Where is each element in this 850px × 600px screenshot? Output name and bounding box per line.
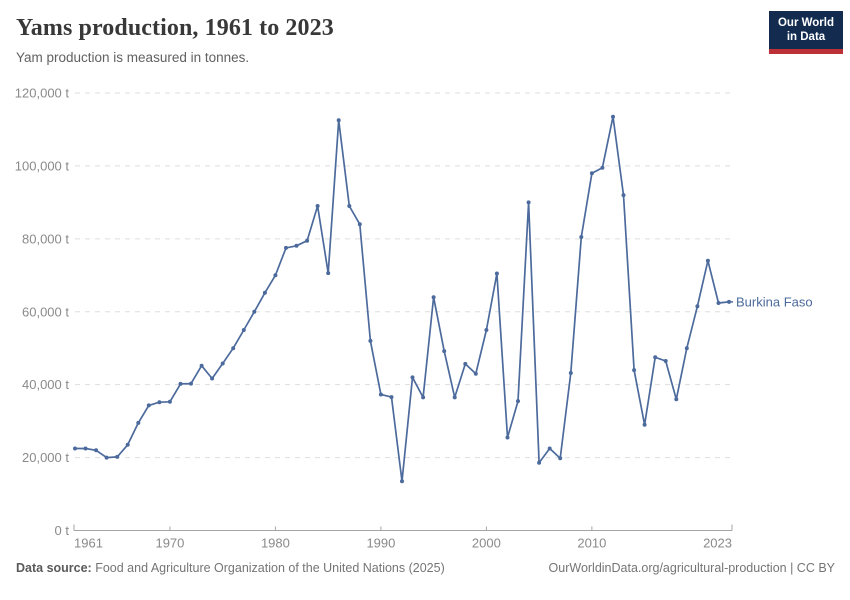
data-point bbox=[653, 355, 658, 360]
data-point bbox=[315, 204, 320, 208]
data-point bbox=[220, 361, 225, 366]
data-point bbox=[442, 349, 447, 354]
data-point bbox=[526, 200, 531, 205]
data-point bbox=[568, 371, 573, 375]
data-point bbox=[505, 435, 510, 440]
data-point bbox=[421, 395, 426, 400]
data-point bbox=[94, 448, 99, 453]
data-point bbox=[579, 235, 584, 239]
data-point bbox=[484, 328, 489, 332]
production-line bbox=[74, 115, 730, 483]
data-point bbox=[589, 171, 594, 176]
x-axis-tick-label: 2023 bbox=[703, 536, 732, 551]
data-point bbox=[146, 403, 151, 408]
data-point bbox=[336, 118, 341, 123]
data-point bbox=[611, 114, 615, 119]
data-point bbox=[157, 400, 162, 405]
data-point bbox=[400, 479, 404, 484]
data-point bbox=[273, 273, 278, 278]
data-point bbox=[178, 381, 183, 386]
data-source-label: Data source: bbox=[16, 561, 92, 575]
x-axis-tick-label: 1980 bbox=[261, 536, 290, 551]
data-point bbox=[115, 454, 120, 459]
y-axis-tick-label: 0 t bbox=[55, 523, 70, 538]
data-point bbox=[231, 346, 236, 351]
data-point bbox=[621, 193, 626, 198]
x-axis-tick-label: 2010 bbox=[577, 536, 606, 551]
data-point bbox=[716, 301, 721, 305]
x-axis-tick-label: 1990 bbox=[366, 536, 395, 551]
data-point bbox=[537, 460, 542, 465]
data-point bbox=[294, 243, 299, 248]
data-point bbox=[83, 446, 88, 451]
data-point bbox=[558, 456, 563, 461]
data-point bbox=[284, 245, 288, 250]
data-point bbox=[705, 258, 710, 263]
data-point bbox=[473, 371, 478, 376]
data-source-text: Food and Agriculture Organization of the… bbox=[95, 561, 445, 575]
data-point bbox=[431, 295, 436, 300]
chart-header: Yams production, 1961 to 2023 Yam produc… bbox=[16, 13, 756, 65]
data-point bbox=[663, 359, 668, 363]
series-label-burkina-faso[interactable]: Burkina Faso bbox=[736, 294, 813, 309]
page-title: Yams production, 1961 to 2023 bbox=[16, 15, 334, 41]
data-point bbox=[452, 395, 457, 400]
data-point bbox=[199, 363, 204, 368]
data-point bbox=[73, 446, 77, 451]
data-point bbox=[463, 361, 468, 366]
data-point bbox=[695, 304, 700, 309]
data-point bbox=[368, 338, 373, 343]
data-point bbox=[389, 395, 394, 400]
logo-line2: in Data bbox=[786, 30, 826, 43]
data-point bbox=[104, 455, 109, 460]
data-point bbox=[378, 392, 383, 397]
data-source: Data source: Food and Agriculture Organi… bbox=[16, 561, 445, 575]
y-axis-tick-label: 80,000 t bbox=[22, 231, 69, 246]
data-point bbox=[252, 309, 257, 314]
x-axis-tick-label: 2000 bbox=[472, 536, 501, 551]
data-point bbox=[210, 376, 215, 381]
owid-logo[interactable]: Our World in Data bbox=[769, 11, 843, 54]
data-point bbox=[642, 422, 647, 427]
data-point bbox=[674, 397, 679, 402]
data-point bbox=[684, 346, 689, 351]
x-axis-tick-label: 1961 bbox=[74, 536, 103, 551]
data-point bbox=[241, 328, 246, 332]
data-point bbox=[347, 204, 352, 208]
data-point bbox=[547, 446, 552, 451]
x-axis-tick-label: 1970 bbox=[155, 536, 184, 551]
data-point bbox=[494, 271, 499, 276]
data-point bbox=[136, 420, 141, 425]
credit-link[interactable]: OurWorldinData.org/agricultural-producti… bbox=[548, 561, 835, 575]
y-axis-tick-label: 60,000 t bbox=[22, 304, 69, 319]
data-point bbox=[167, 399, 172, 404]
data-point bbox=[516, 399, 520, 404]
y-axis-tick-label: 40,000 t bbox=[22, 377, 69, 392]
data-point bbox=[262, 290, 267, 295]
data-point bbox=[632, 368, 637, 373]
data-point bbox=[357, 222, 362, 227]
logo-line1: Our World bbox=[777, 17, 834, 29]
data-point bbox=[305, 238, 310, 243]
data-point bbox=[410, 375, 415, 380]
chart-subtitle: Yam production is measured in tonnes. bbox=[16, 50, 250, 65]
y-axis-tick-label: 100,000 t bbox=[15, 158, 70, 173]
data-point bbox=[189, 381, 193, 386]
footer: Data source: Food and Agriculture Organi… bbox=[16, 561, 835, 575]
y-axis-tick-label: 20,000 t bbox=[22, 450, 69, 465]
data-point bbox=[125, 442, 130, 447]
data-point bbox=[326, 271, 331, 276]
data-point bbox=[600, 165, 605, 170]
y-axis-tick-label: 120,000 t bbox=[15, 86, 70, 101]
data-point bbox=[727, 299, 731, 304]
